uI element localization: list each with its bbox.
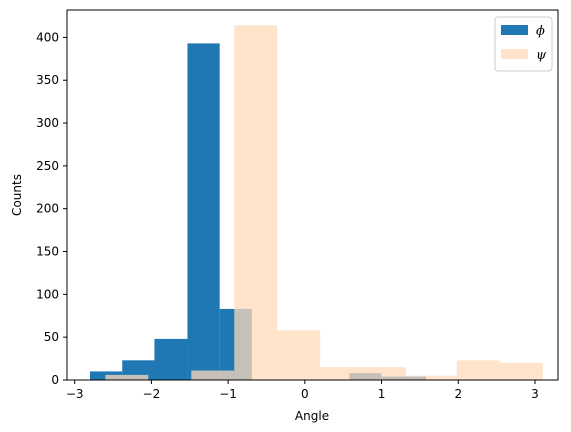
y-tick-label: 200 — [36, 202, 59, 216]
x-axis-label: Angle — [295, 409, 329, 423]
bar-series-0-bin-3 — [187, 43, 220, 381]
bar-series-1-bin-8 — [499, 362, 543, 380]
x-tick-label: 0 — [301, 387, 309, 401]
legend-swatch-1 — [501, 49, 528, 59]
plot-frame — [66, 9, 559, 381]
x-tick-label: −1 — [219, 387, 237, 401]
bar-series-1-bin-6 — [406, 375, 457, 380]
bar-series-1-bin-7 — [456, 360, 500, 380]
bar-series-1-bin-3 — [277, 330, 321, 380]
legend-swatch-0 — [501, 25, 528, 35]
legend-label-0: ϕ — [536, 24, 545, 39]
x-tick-label: 2 — [454, 387, 462, 401]
bar-series-1-bin-0 — [105, 374, 149, 380]
y-tick-label: 400 — [36, 30, 59, 44]
bar-series-1-bin-1 — [191, 370, 235, 380]
bar-series-1-bin-2 — [234, 25, 278, 380]
bars-layer — [90, 25, 543, 381]
y-tick-label: 250 — [36, 159, 59, 173]
x-tick-label: −3 — [66, 387, 84, 401]
y-tick-label: 150 — [36, 245, 59, 259]
y-tick-label: 350 — [36, 73, 59, 87]
bar-series-1-bin-4 — [320, 367, 364, 380]
y-axis: 0 50 100 150 200 250 300 350 400 — [36, 30, 67, 387]
x-tick-label: −2 — [143, 387, 161, 401]
legend-label-1: ψ — [536, 48, 547, 63]
y-axis-label: Counts — [10, 174, 24, 216]
y-tick-label: 100 — [36, 287, 59, 301]
bar-series-1-bin-5 — [363, 367, 407, 380]
x-tick-label: 1 — [378, 387, 386, 401]
bar-series-0-bin-2 — [154, 338, 188, 380]
legend: ϕψ — [494, 16, 553, 72]
x-tick-label: 3 — [531, 387, 539, 401]
y-tick-label: 0 — [51, 373, 59, 387]
y-tick-label: 300 — [36, 116, 59, 130]
x-axis: −3 −2 −1 0 1 2 3 — [66, 380, 539, 401]
y-tick-label: 50 — [44, 330, 59, 344]
